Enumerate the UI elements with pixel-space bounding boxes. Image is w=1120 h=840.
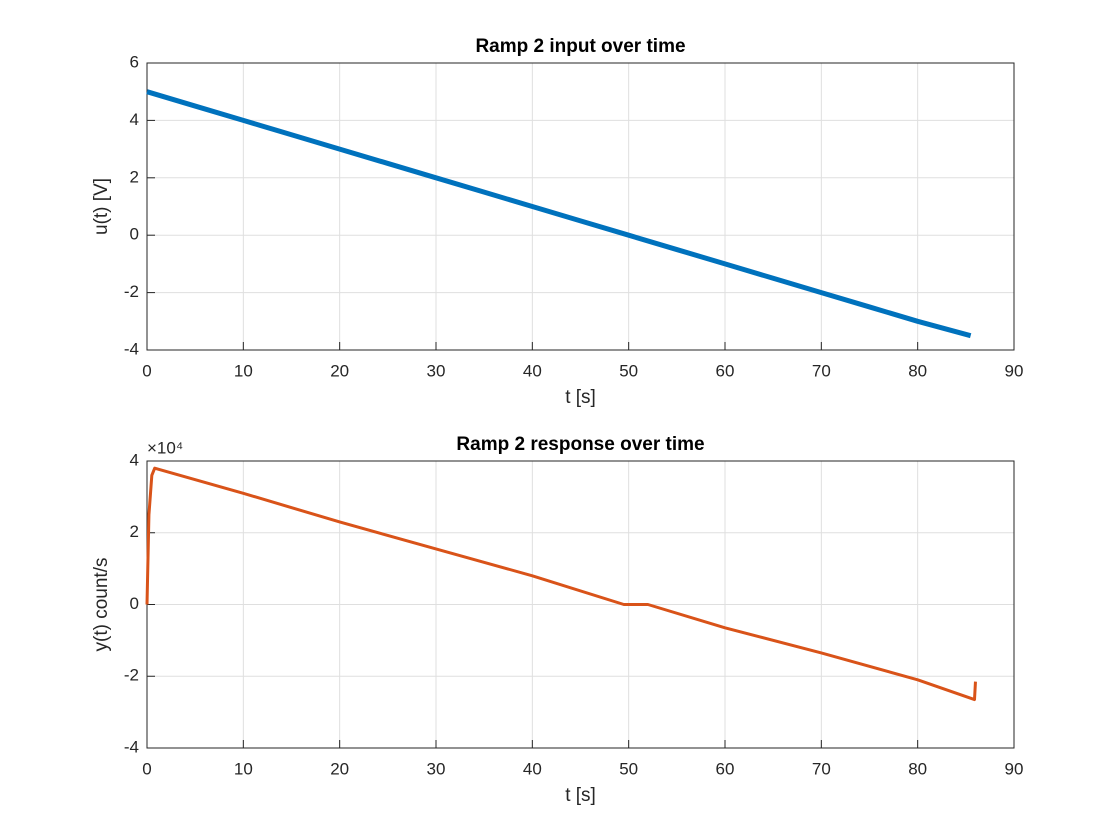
y-tick-label: 0 (130, 225, 139, 244)
x-tick-label: 0 (142, 361, 151, 380)
y-tick-label: 2 (130, 522, 139, 541)
x-axis-label: t [s] (565, 387, 596, 408)
y-tick-label: -4 (124, 339, 139, 358)
chart-title: Ramp 2 response over time (456, 434, 704, 455)
axes: 0 10 20 30 40 50 60 70 80 90 -4 -2 0 2 4 Ramp 2 respons… (91, 434, 1023, 806)
chart-title: Ramp 2 input over time (475, 36, 685, 57)
y-tick-label: 4 (130, 450, 139, 469)
x-tick-label: 40 (523, 759, 542, 778)
x-tick-label: 10 (234, 361, 253, 380)
x-tick-label: 70 (812, 361, 831, 380)
y-tick-label: 4 (130, 110, 139, 129)
y-tick-label: 0 (130, 594, 139, 613)
y-tick-label: -4 (124, 737, 139, 756)
x-tick-label: 80 (908, 759, 927, 778)
x-tick-label: 30 (427, 361, 446, 380)
x-tick-label: 50 (619, 361, 638, 380)
y-axis-label: y(t) count/s (91, 558, 112, 652)
x-tick-label: 0 (142, 759, 151, 778)
x-tick-label: 20 (330, 361, 349, 380)
x-axis-label: t [s] (565, 785, 596, 806)
y-tick-label: -2 (124, 282, 139, 301)
y-tick-label: 6 (130, 52, 139, 71)
data-line (145, 466, 977, 702)
y-tick-label: 2 (130, 167, 139, 186)
x-tick-label: 80 (908, 361, 927, 380)
x-tick-label: 30 (427, 759, 446, 778)
axis-multiplier: ×10⁴ (147, 438, 183, 457)
x-tick-label: 40 (523, 361, 542, 380)
x-tick-label: 60 (716, 361, 735, 380)
x-tick-label: 90 (1005, 361, 1024, 380)
x-tick-label: 90 (1005, 759, 1024, 778)
axes: 0 10 20 30 40 50 60 70 80 90 -4 -2 0 2 4 6 Ramp 2 input … (91, 36, 1023, 408)
data-line (146, 89, 972, 339)
x-tick-label: 60 (716, 759, 735, 778)
x-tick-label: 20 (330, 759, 349, 778)
y-tick-label: -2 (124, 666, 139, 685)
y-axis-label: u(t) [V] (91, 178, 112, 235)
x-tick-label: 10 (234, 759, 253, 778)
axes-frame (146, 62, 1015, 351)
x-tick-label: 50 (619, 759, 638, 778)
x-tick-label: 70 (812, 759, 831, 778)
